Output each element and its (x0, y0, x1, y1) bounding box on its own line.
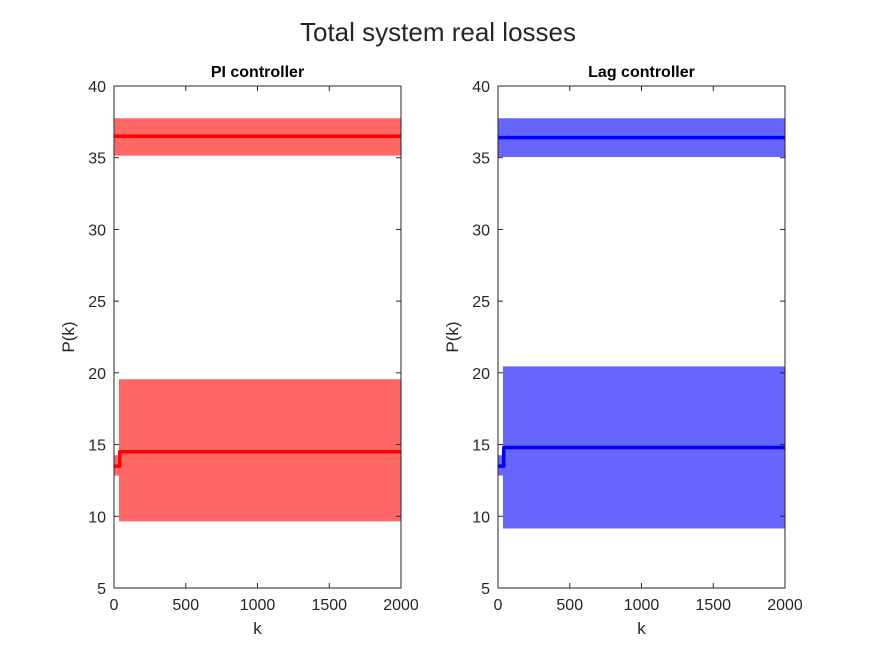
x-tick-label: 1000 (240, 597, 276, 614)
y-tick-label: 35 (88, 151, 106, 168)
plots-container: 0 500 1000 1500 2000 5 10 15 20 25 30 35 40 PI contro… (59, 64, 803, 638)
y-tick-label: 40 (88, 79, 106, 96)
y-tick-label: 5 (97, 581, 106, 598)
y-tick-label: 40 (472, 79, 490, 96)
x-tick-label: 1500 (695, 597, 731, 614)
subplot-2: 0 500 1000 1500 2000 5 10 15 20 25 30 35 40 Lag contr… (443, 64, 803, 638)
y-tick-label: 5 (481, 581, 490, 598)
data-layer (114, 118, 401, 522)
y-tick-label: 15 (472, 438, 490, 455)
y-tick-label: 35 (472, 151, 490, 168)
y-tick-label: 25 (88, 294, 106, 311)
x-tick-label: 500 (556, 597, 583, 614)
subplot-1: 0 500 1000 1500 2000 5 10 15 20 25 30 35 40 PI contro… (59, 64, 419, 638)
y-tick-label: 25 (472, 294, 490, 311)
x-axis-label: k (253, 619, 262, 638)
y-axis-label: P(k) (59, 321, 78, 352)
x-axis-label: k (637, 619, 646, 638)
x-tick-label: 1000 (624, 597, 660, 614)
y-tick-label: 30 (88, 222, 106, 239)
y-tick-label: 20 (472, 366, 490, 383)
x-tick-label: 500 (172, 597, 199, 614)
x-tick-label: 0 (494, 597, 503, 614)
data-layer (498, 118, 785, 529)
y-tick-label: 20 (88, 366, 106, 383)
x-tick-label: 2000 (767, 597, 803, 614)
x-tick-label: 0 (110, 597, 119, 614)
y-axis-label: P(k) (443, 321, 462, 352)
mean-line-lower (114, 449, 401, 468)
subplot-title: Lag controller (588, 64, 695, 81)
figure-title: Total system real losses (300, 17, 576, 47)
y-tick-label: 10 (472, 509, 490, 526)
subplot-title: PI controller (211, 64, 304, 81)
x-tick-label: 2000 (383, 597, 419, 614)
y-tick-label: 15 (88, 438, 106, 455)
x-tick-label: 1500 (311, 597, 347, 614)
y-tick-label: 10 (88, 509, 106, 526)
mean-line-lower (498, 445, 785, 468)
y-tick-label: 30 (472, 222, 490, 239)
